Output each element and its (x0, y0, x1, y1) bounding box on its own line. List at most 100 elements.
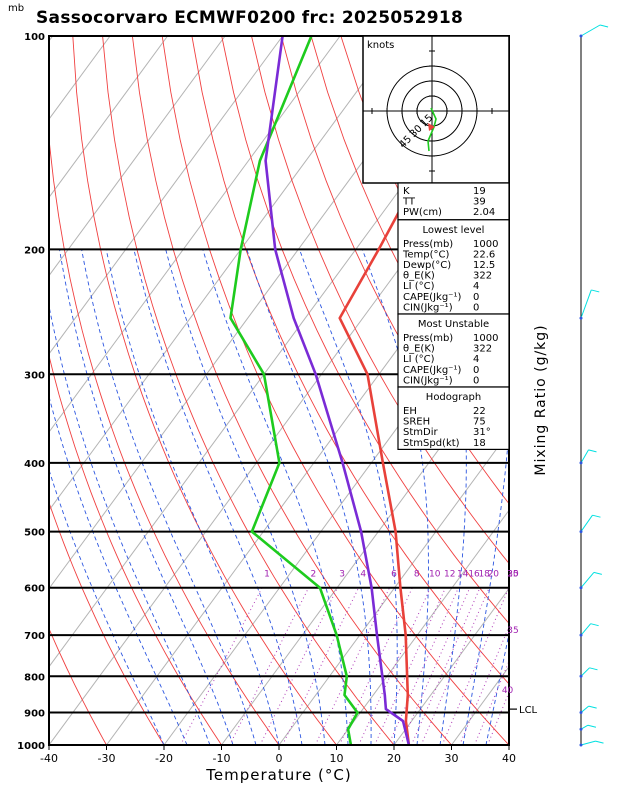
parcel-line (264, 36, 411, 745)
dry-adiabat (549, 36, 618, 745)
hodograph-box (362, 35, 510, 184)
wind-barb (580, 705, 589, 713)
isotherm (49, 36, 111, 120)
pressure-unit: mb (8, 3, 25, 14)
x-tick-label: 0 (276, 752, 283, 765)
wind-barb-dot (579, 727, 583, 731)
y-tick-label: 100 (24, 32, 45, 43)
wind-barb (580, 289, 592, 319)
index-name: TT (402, 197, 416, 208)
index-name: CIN(Jkg⁻¹) (403, 375, 453, 386)
wind-barb (580, 740, 596, 746)
mixing-ratio-label: 6 (391, 569, 397, 579)
indices-section-box (397, 219, 510, 315)
x-tick-label: -10 (213, 752, 231, 765)
indices-section-box (397, 386, 510, 451)
isotherm (508, 744, 509, 745)
wind-barb-dot (579, 316, 583, 320)
y-tick-label: 200 (24, 245, 45, 256)
mixing-ratio-line (338, 587, 413, 745)
dry-adiabat (579, 36, 618, 745)
index-name: SREH (403, 417, 430, 428)
x-tick-label: -30 (98, 752, 116, 765)
moist-adiabat (59, 249, 234, 745)
wind-barb-column (579, 24, 609, 747)
mixing-ratio-label: 30 (507, 569, 519, 579)
index-value: 4 (473, 354, 479, 365)
index-name: CAPE(Jkg⁻¹) (403, 292, 461, 303)
x-tick-label: -20 (155, 752, 173, 765)
moist-adiabat (105, 249, 280, 745)
mixing-ratio-axis-title: Mixing Ratio (g/kg) (533, 324, 549, 475)
indices-section-header: Hodograph (426, 392, 481, 403)
dry-adiabat (131, 36, 452, 745)
mixing-ratio-label: 4 (360, 569, 366, 579)
hodograph-units: knots (367, 40, 394, 51)
mixing-ratio-label: 20 (488, 569, 500, 579)
x-tick-label: -40 (40, 752, 58, 765)
isotherm (49, 36, 341, 433)
indices-section-header: Lowest level (423, 225, 485, 236)
wind-barb (580, 623, 592, 636)
chart-title: Sassocorvaro ECMWF0200 frc: 2025052918 (36, 8, 464, 28)
mixing-ratio-label: 12 (444, 569, 455, 579)
moist-adiabat (133, 249, 303, 745)
dry-adiabat (49, 353, 222, 745)
indices-panel: K 19 TT 39 PW(cm) 2.04 Lowest level Press(mb) 10… (397, 182, 510, 451)
moist-adiabat (485, 631, 509, 745)
wind-barb-flag (588, 449, 597, 453)
isotherm (49, 36, 284, 355)
dry-adiabat (102, 36, 395, 745)
y-tick-label: 700 (24, 631, 45, 642)
index-name: PW(cm) (403, 207, 442, 218)
isotherm (336, 509, 509, 745)
mixing-ratio-label: 8 (414, 569, 420, 579)
index-name: Dewp(°C) (403, 260, 451, 271)
x-tick-label: 40 (502, 752, 516, 765)
y-tick-label: 1000 (17, 741, 45, 752)
indices-section-header: Most Unstable (418, 319, 489, 330)
index-name: EH (403, 406, 417, 417)
indices-box (397, 182, 510, 221)
mixing-ratio-label: 10 (429, 569, 441, 579)
wind-barb-flag (589, 667, 598, 671)
x-tick-label: 20 (387, 752, 401, 765)
storm-motion-marker (428, 123, 435, 131)
dry-adiabat (49, 133, 280, 745)
isotherm (567, 36, 618, 745)
y-tick-label: 500 (24, 528, 45, 539)
moist-adiabat (202, 249, 349, 745)
index-value: 75 (473, 417, 486, 428)
index-value: 4 (473, 281, 479, 292)
index-name: Press(mb) (403, 333, 453, 344)
mixing-ratio-label: 14 (457, 569, 469, 579)
x-axis-title: Temperature (°C) (205, 766, 351, 784)
wind-barb-flag (590, 623, 599, 627)
wind-barb-dot (579, 586, 583, 590)
wind-barb-flag (592, 514, 601, 518)
index-value: 2.04 (473, 207, 495, 218)
wind-barb-flag (588, 705, 597, 709)
wind-barb-dot (579, 674, 583, 678)
mixing-ratio-label: 3 (339, 569, 345, 579)
mixing-ratio-label: 16 (468, 569, 480, 579)
mixing-ratio-line (474, 659, 509, 745)
index-name: StmDir (403, 427, 438, 438)
isotherm (393, 587, 509, 745)
mixing-ratio-line (459, 625, 509, 745)
dry-adiabat (72, 36, 337, 745)
dewpoint-line (229, 36, 359, 745)
index-name: StmSpd(kt) (403, 438, 460, 449)
wind-barb-flag (599, 24, 609, 28)
wind-barb (580, 667, 590, 677)
mixing-ratio-line (358, 587, 431, 745)
y-tick-label: 800 (24, 672, 45, 683)
index-name: Temp(°C) (402, 249, 450, 260)
mixing-ratio-label: 2 (311, 569, 317, 579)
index-value: 22.6 (473, 249, 495, 260)
index-name: K (403, 186, 410, 197)
mixing-ratio-label: 40 (502, 686, 514, 696)
x-tick-label: 10 (330, 752, 344, 765)
